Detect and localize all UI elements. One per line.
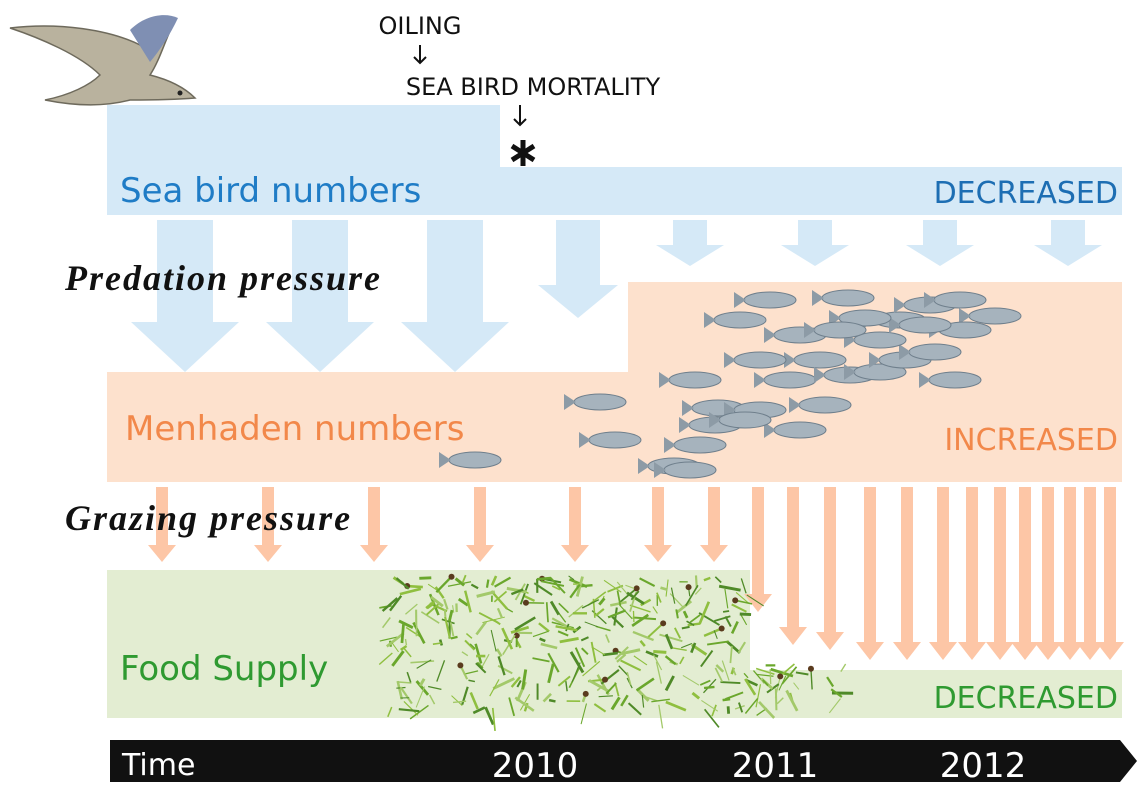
algae-cell bbox=[732, 597, 738, 603]
grazing-arrow bbox=[1096, 487, 1124, 660]
algae-cell bbox=[660, 620, 666, 626]
algae-strand bbox=[776, 688, 777, 710]
year-label: 2011 bbox=[732, 746, 819, 786]
algae-strand bbox=[402, 624, 404, 643]
grazing-arrow bbox=[466, 487, 494, 562]
row-outcome: DECREASED bbox=[934, 176, 1118, 211]
row-outcome: DECREASED bbox=[934, 681, 1118, 716]
fish bbox=[589, 432, 641, 448]
algae-strand bbox=[405, 639, 406, 645]
grazing-arrow bbox=[816, 487, 844, 650]
fish bbox=[822, 290, 874, 306]
algae-strand bbox=[537, 578, 551, 579]
grazing-arrow bbox=[360, 487, 388, 562]
algae-strand bbox=[728, 706, 729, 713]
algae-strand bbox=[451, 637, 458, 639]
fish bbox=[774, 422, 826, 438]
algae-strand bbox=[770, 669, 771, 684]
row-label: Food Supply bbox=[120, 649, 328, 689]
grazing-arrow bbox=[779, 487, 807, 645]
grazing-arrow bbox=[700, 487, 728, 562]
row-outcome: INCREASED bbox=[944, 423, 1118, 458]
algae-cell bbox=[777, 673, 783, 679]
algae-strand bbox=[740, 614, 751, 615]
fish bbox=[969, 308, 1021, 324]
event-label: OILING bbox=[379, 12, 462, 40]
grazing-arrow bbox=[929, 487, 957, 660]
fish bbox=[934, 292, 986, 308]
algae-strand bbox=[653, 651, 666, 652]
oiling-marker bbox=[512, 140, 534, 166]
diagram: OILING SEA BIRD MORTALITY Sea bird numbe… bbox=[0, 0, 1137, 796]
algae-cell bbox=[457, 662, 463, 668]
fish bbox=[814, 322, 866, 338]
fish bbox=[909, 344, 961, 360]
algae-strand bbox=[487, 580, 488, 588]
fish bbox=[669, 372, 721, 388]
grazing-arrow bbox=[856, 487, 884, 660]
algae-cell bbox=[602, 677, 608, 683]
predation-arrow bbox=[781, 220, 849, 266]
grazing-arrow bbox=[1034, 487, 1062, 660]
algae-strand bbox=[603, 653, 618, 655]
pressure-label: Grazing pressure bbox=[65, 498, 352, 538]
grazing-arrow bbox=[1011, 487, 1039, 660]
consequence-label: SEA BIRD MORTALITY bbox=[406, 73, 661, 101]
predation-arrow bbox=[656, 220, 724, 266]
event-arrow bbox=[414, 45, 426, 63]
year-label: 2012 bbox=[940, 746, 1027, 786]
fish bbox=[929, 372, 981, 388]
fish bbox=[674, 437, 726, 453]
algae-cell bbox=[719, 626, 725, 632]
algae-cell bbox=[686, 584, 692, 590]
predation-arrow bbox=[1034, 220, 1102, 266]
predation-arrow bbox=[401, 220, 509, 372]
algae-strand bbox=[419, 578, 431, 579]
row-label: Sea bird numbers bbox=[120, 171, 421, 211]
fish bbox=[734, 352, 786, 368]
algae-strand bbox=[721, 682, 741, 683]
algae-strand bbox=[723, 611, 729, 612]
fish bbox=[664, 462, 716, 478]
algae-strand bbox=[445, 609, 446, 617]
algae-strand bbox=[397, 682, 411, 683]
row-label: Menhaden numbers bbox=[125, 409, 464, 449]
fish bbox=[794, 352, 846, 368]
grazing-arrow bbox=[644, 487, 672, 562]
fish bbox=[744, 292, 796, 308]
year-label: 2010 bbox=[492, 746, 579, 786]
algae-cell bbox=[634, 585, 640, 591]
algae-cell bbox=[523, 600, 529, 606]
fish bbox=[719, 412, 771, 428]
fish bbox=[574, 394, 626, 410]
pressure-label: Predation pressure bbox=[64, 258, 382, 298]
algae-cell bbox=[808, 666, 814, 672]
grazing-arrow bbox=[1076, 487, 1104, 660]
predation-arrow bbox=[538, 220, 618, 318]
algae-cell bbox=[449, 574, 455, 580]
grazing-arrow bbox=[561, 487, 589, 562]
fish bbox=[764, 372, 816, 388]
grazing-arrow bbox=[958, 487, 986, 660]
grazing-arrow bbox=[986, 487, 1014, 660]
sea-bird-icon bbox=[10, 15, 195, 105]
consequence-arrow bbox=[514, 105, 526, 125]
timeline-label: Time bbox=[121, 748, 195, 783]
fish bbox=[799, 397, 851, 413]
fish bbox=[899, 317, 951, 333]
grazing-arrow bbox=[893, 487, 921, 660]
fish bbox=[714, 312, 766, 328]
algae-strand bbox=[704, 687, 714, 688]
algae-cell bbox=[583, 691, 589, 697]
fish bbox=[449, 452, 501, 468]
grazing-arrow bbox=[1056, 487, 1084, 660]
algae-strand bbox=[549, 700, 555, 701]
predation-arrow bbox=[906, 220, 974, 266]
